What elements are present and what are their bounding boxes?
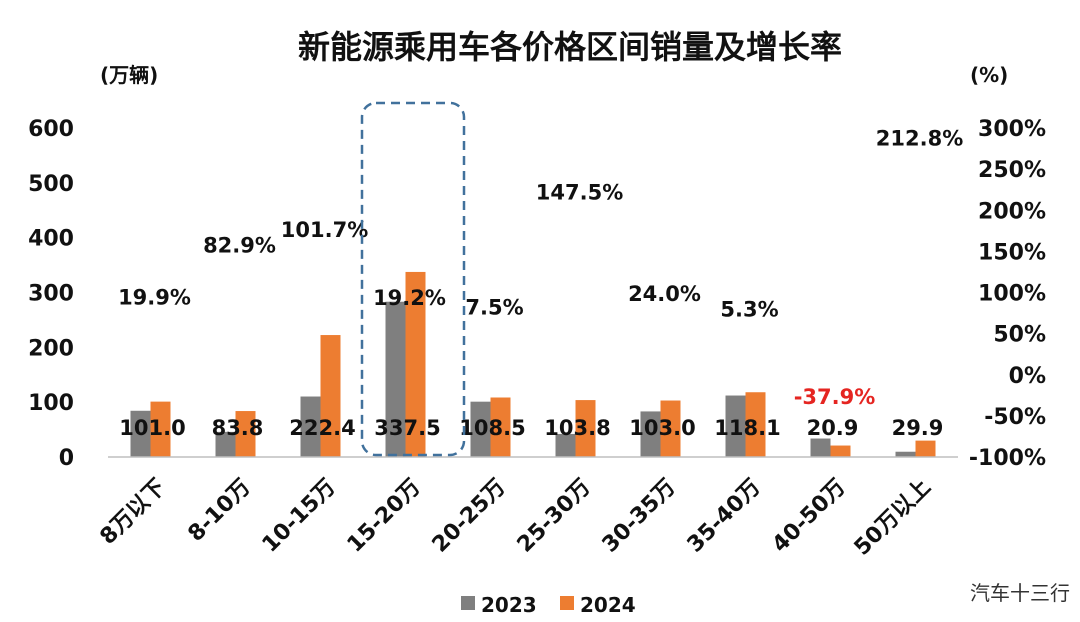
bar-group (130, 271, 936, 457)
value-label: 222.4 (289, 416, 355, 440)
left-tick-label: 300 (28, 282, 74, 307)
growth-rate-label: 82.9% (203, 234, 276, 258)
right-tick-label: 50% (993, 323, 1046, 348)
growth-rate-label: 19.2% (373, 286, 446, 310)
left-tick-label: 100 (28, 391, 74, 416)
bar-2023 (640, 411, 661, 457)
right-tick-label: 0% (1009, 364, 1046, 389)
bar-2024 (150, 401, 171, 457)
right-axis-ticks: -100% -50% 0% 50% 100% 150% 200% 250% 300% (969, 117, 1046, 471)
right-axis-unit: (%) (970, 63, 1008, 87)
bar-2024 (320, 335, 341, 457)
left-tick-label: 400 (28, 227, 74, 252)
left-tick-label: 500 (28, 172, 74, 197)
growth-rate-label: -37.9% (794, 385, 876, 409)
bar-2023 (130, 410, 151, 457)
value-label: 103.8 (544, 416, 610, 440)
growth-rate-label: 5.3% (720, 297, 778, 321)
category-label: 20-25万 (428, 475, 511, 558)
left-tick-label: 0 (59, 446, 74, 471)
value-label: 20.9 (807, 416, 859, 440)
bar-2024 (490, 397, 511, 457)
bar-2024 (660, 400, 681, 457)
bar-2023 (300, 396, 321, 457)
bar-2024 (915, 440, 936, 457)
right-tick-label: -100% (969, 446, 1046, 471)
right-tick-label: 250% (978, 158, 1046, 183)
growth-labels: 19.9% 82.9%101.7% 19.2% 7.5% 147.5% 24.0% 5.3%… (118, 127, 963, 409)
growth-rate-label: 19.9% (118, 285, 191, 309)
bar-2024 (575, 400, 596, 457)
growth-rate-label: 147.5% (536, 180, 623, 204)
legend-swatch-2024 (560, 596, 574, 610)
category-label: 30-35万 (598, 475, 681, 558)
value-label: 337.5 (374, 416, 440, 440)
category-label: 40-50万 (768, 475, 851, 558)
legend-label-2023: 2023 (481, 593, 537, 617)
bar-2024 (235, 411, 256, 457)
bar-2023 (215, 431, 236, 457)
right-tick-label: 200% (978, 199, 1046, 224)
bar-2024 (830, 445, 851, 457)
value-label: 29.9 (892, 416, 944, 440)
category-label: 8-10万 (184, 475, 256, 547)
growth-rate-label: 24.0% (628, 282, 701, 306)
chart-title: 新能源乘用车各价格区间销量及增长率 (298, 28, 842, 66)
growth-rate-label: 7.5% (465, 296, 523, 320)
right-tick-label: 300% (978, 117, 1046, 142)
bar-2023 (385, 301, 406, 457)
value-label: 103.0 (629, 416, 695, 440)
category-label: 35-40万 (683, 475, 766, 558)
category-label: 15-20万 (343, 475, 426, 558)
legend: 2023 2024 (461, 593, 636, 617)
value-label: 83.8 (212, 416, 264, 440)
bar-2023 (555, 433, 576, 457)
left-tick-label: 600 (28, 117, 74, 142)
bar-2024 (745, 392, 766, 457)
right-tick-label: 150% (978, 240, 1046, 265)
right-tick-label: 100% (978, 282, 1046, 307)
legend-label-2024: 2024 (580, 593, 636, 617)
bar-2024 (405, 271, 426, 457)
bar-2023 (470, 401, 491, 457)
growth-rate-label: 101.7% (281, 218, 368, 242)
left-axis-unit: (万辆) (100, 63, 158, 87)
left-tick-label: 200 (28, 336, 74, 361)
bar-2023 (725, 395, 746, 457)
category-label: 10-15万 (258, 475, 341, 558)
left-axis-ticks: 0 100 200 300 400 500 600 (28, 117, 74, 471)
bar-2023 (810, 438, 831, 457)
category-labels: 8万以下 8-10万 10-15万 15-20万 20-25万 25-30万 30-35万 3… (96, 475, 936, 561)
value-label: 101.0 (119, 416, 185, 440)
bar-2023 (895, 451, 916, 457)
watermark-text: 汽车十三行 (970, 581, 1070, 605)
value-label: 108.5 (459, 416, 525, 440)
value-labels: 101.0 83.8 222.4 337.5 108.5 103.8 103.0 118.1 2… (119, 416, 943, 440)
legend-swatch-2023 (461, 596, 475, 610)
value-label: 118.1 (714, 416, 780, 440)
category-label: 25-30万 (513, 475, 596, 558)
category-label: 8万以下 (96, 475, 171, 550)
highlight-box (360, 101, 466, 457)
right-tick-label: -50% (984, 405, 1046, 430)
growth-rate-label: 212.8% (876, 127, 963, 151)
category-label: 50万以上 (850, 475, 936, 561)
